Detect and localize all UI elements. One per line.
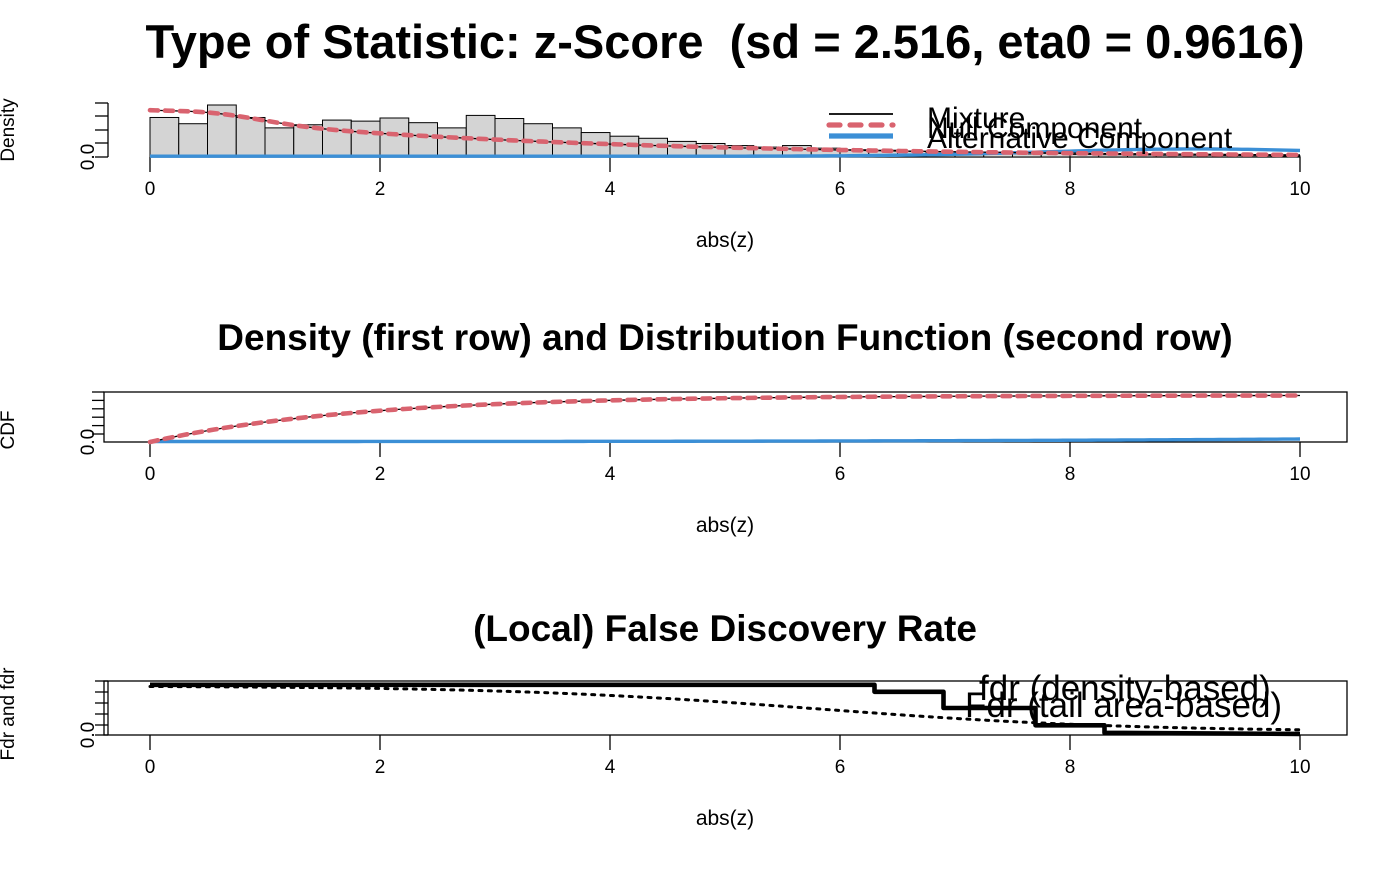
- svg-text:4: 4: [605, 464, 616, 485]
- svg-text:6: 6: [835, 757, 846, 778]
- svg-text:(Local) False Discovery Rate: (Local) False Discovery Rate: [473, 608, 977, 649]
- svg-text:4: 4: [605, 179, 616, 200]
- svg-text:Fdr and fdr: Fdr and fdr: [0, 667, 19, 761]
- svg-text:0: 0: [145, 757, 156, 778]
- svg-text:6: 6: [835, 464, 846, 485]
- svg-text:4: 4: [605, 757, 616, 778]
- svg-text:abs(z): abs(z): [696, 229, 754, 252]
- svg-text:8: 8: [1065, 464, 1076, 485]
- svg-text:2: 2: [375, 179, 386, 200]
- svg-text:0: 0: [145, 464, 156, 485]
- svg-text:6: 6: [835, 179, 846, 200]
- svg-text:2: 2: [375, 757, 386, 778]
- svg-text:Type of Statistic: z-Score (s: Type of Statistic: z-Score (sd = 2.516, …: [146, 15, 1305, 68]
- svg-text:0.0: 0.0: [78, 429, 99, 455]
- svg-text:abs(z): abs(z): [696, 514, 754, 537]
- svg-text:0.0: 0.0: [78, 144, 99, 170]
- svg-text:0: 0: [145, 179, 156, 200]
- svg-text:CDF: CDF: [0, 410, 19, 449]
- svg-text:Alternative Component: Alternative Component: [927, 122, 1233, 155]
- svg-text:Density: Density: [0, 98, 19, 162]
- svg-text:Density (first row) and Distri: Density (first row) and Distribution Fun…: [217, 317, 1232, 358]
- svg-text:0.0: 0.0: [78, 722, 99, 748]
- svg-text:8: 8: [1065, 179, 1076, 200]
- svg-text:10: 10: [1289, 179, 1310, 200]
- svg-text:Fdr (tail area-based): Fdr (tail area-based): [965, 686, 1282, 725]
- svg-text:10: 10: [1289, 757, 1310, 778]
- svg-text:abs(z): abs(z): [696, 807, 754, 830]
- svg-text:8: 8: [1065, 757, 1076, 778]
- svg-text:2: 2: [375, 464, 386, 485]
- svg-text:10: 10: [1289, 464, 1310, 485]
